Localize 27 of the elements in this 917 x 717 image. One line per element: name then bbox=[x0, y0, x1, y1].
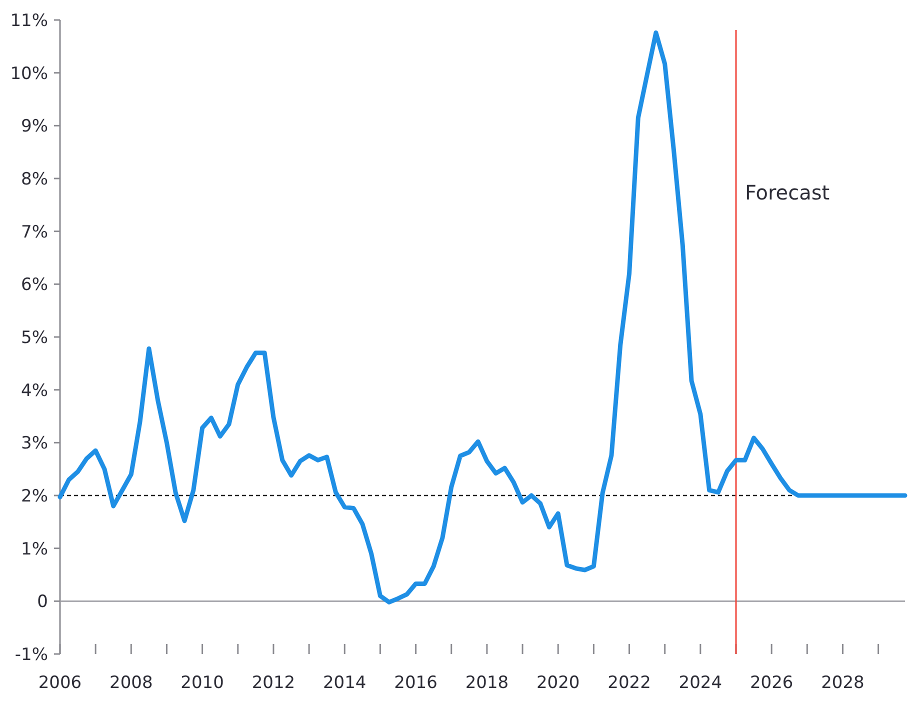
y-tick-label: -1% bbox=[14, 644, 48, 665]
x-tick-label: 2010 bbox=[180, 673, 224, 693]
x-tick-label: 2024 bbox=[678, 673, 722, 693]
x-tick-label: 2016 bbox=[394, 673, 438, 693]
y-tick-label: 1% bbox=[21, 539, 48, 560]
x-tick-label: 2028 bbox=[821, 673, 864, 693]
y-tick-label: 5% bbox=[21, 328, 48, 348]
x-tick-label: 2008 bbox=[110, 673, 153, 693]
y-tick-label: 11% bbox=[10, 10, 48, 31]
x-tick-label: 2022 bbox=[608, 673, 651, 693]
y-tick-label: 0 bbox=[37, 592, 48, 612]
x-tick-label: 2006 bbox=[38, 673, 82, 693]
x-tick-label: 2020 bbox=[536, 673, 580, 693]
y-tick-label: 3% bbox=[21, 434, 48, 454]
y-tick-label: 9% bbox=[21, 116, 48, 137]
y-tick-label: 2% bbox=[21, 486, 48, 506]
x-tick-label: 2026 bbox=[750, 673, 794, 693]
y-tick-label: 7% bbox=[21, 222, 48, 242]
x-tick-label: 2018 bbox=[465, 673, 509, 693]
x-tick-label: 2014 bbox=[323, 673, 366, 693]
ref-line-label: Forecast bbox=[745, 180, 830, 205]
x-tick-label: 2012 bbox=[252, 673, 296, 693]
y-tick-label: 10% bbox=[10, 64, 48, 84]
y-tick-label: 4% bbox=[21, 380, 48, 401]
y-tick-label: 8% bbox=[21, 169, 48, 190]
line-series bbox=[58, 30, 908, 604]
y-tick-label: 6% bbox=[21, 275, 48, 296]
